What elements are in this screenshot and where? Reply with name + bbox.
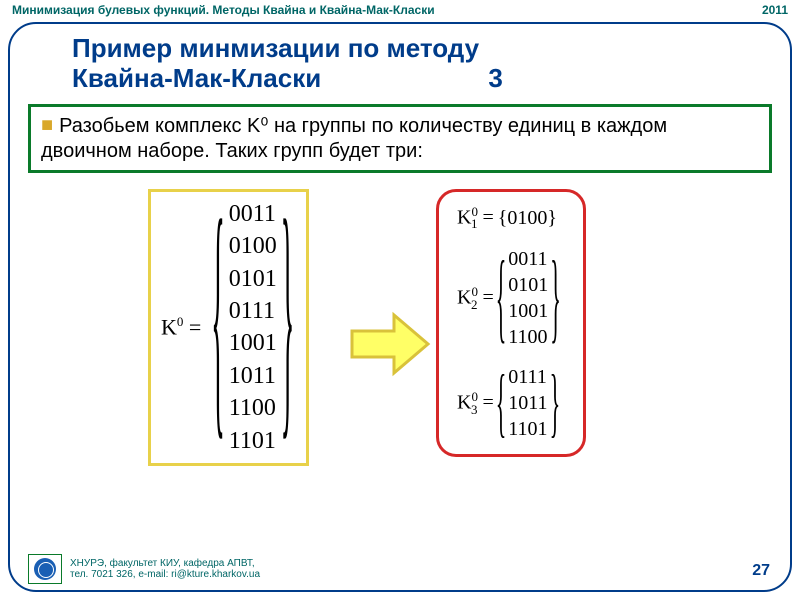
footer-line2: тел. 7021 326, e-mail: ri@kture.kharkov.… — [70, 569, 260, 580]
k0-label: K0 = — [161, 314, 201, 340]
right-brace-icon: } — [281, 175, 294, 479]
bullet-icon: ■ — [41, 114, 53, 136]
group-2: K02 = { 0011 0101 1001 1100 } — [457, 246, 561, 350]
logo-icon — [28, 554, 62, 584]
group-1: K01 = {0100} — [457, 204, 561, 233]
description-text: Разобьем комплекс K⁰ на группы по количе… — [41, 115, 667, 162]
g3-label: K03 = — [457, 389, 494, 418]
header-right: 2011 — [762, 3, 788, 17]
page-number: 27 — [752, 562, 770, 580]
g3-values: 0111 1011 1101 — [508, 364, 547, 442]
g2-label: K02 = — [457, 284, 494, 313]
g2-values: 0011 0101 1001 1100 — [508, 246, 548, 350]
groups-box: K01 = {0100} K02 = { 0011 0101 1001 1100… — [436, 189, 586, 458]
title-line2: Квайна-Мак-Класки — [72, 63, 321, 93]
math-area: K0 = { 0011 0100 0101 0111 1001 1011 110… — [28, 189, 772, 519]
left-brace-icon: { — [211, 175, 224, 479]
title-number: 3 — [488, 64, 502, 94]
k0-box: K0 = { 0011 0100 0101 0111 1001 1011 110… — [148, 189, 309, 466]
description-box: ■Разобьем комплекс K⁰ на группы по колич… — [28, 104, 772, 173]
title-line1: Пример минмизации по методу — [72, 33, 479, 63]
g1-label: K01 = — [457, 204, 494, 233]
k0-values: 0011 0100 0101 0111 1001 1011 1100 1101 — [229, 198, 277, 457]
g1-values: {0100} — [498, 207, 557, 230]
slide-title: Пример минмизации по методу Квайна-Мак-К… — [72, 34, 772, 94]
slide-frame: Пример минмизации по методу Квайна-Мак-К… — [8, 22, 792, 592]
footer: ХНУРЭ, факультет КИУ, кафедра АПВТ, тел.… — [28, 554, 260, 584]
group-3: K03 = { 0111 1011 1101 } — [457, 364, 561, 442]
header-left: Минимизация булевых функций. Методы Квай… — [12, 3, 435, 17]
arrow-icon — [350, 309, 432, 379]
footer-line1: ХНУРЭ, факультет КИУ, кафедра АПВТ, — [70, 558, 260, 569]
